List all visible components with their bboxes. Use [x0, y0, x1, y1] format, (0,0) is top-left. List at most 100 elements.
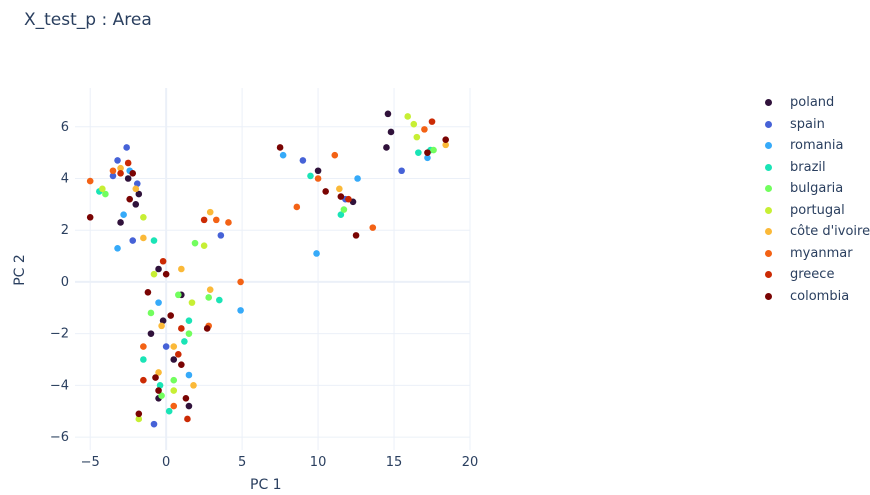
legend-label: myanmar — [790, 245, 853, 261]
point-colombia — [162, 270, 170, 278]
point-poland — [314, 167, 322, 175]
y-tick-label: 0 — [61, 275, 69, 290]
point-portugal — [200, 242, 208, 250]
legend-label: spain — [790, 116, 825, 132]
point-poland — [384, 110, 392, 118]
legend-label: portugal — [790, 202, 845, 218]
point-romania — [185, 371, 193, 379]
point-spain — [299, 157, 307, 164]
point-greece — [184, 415, 191, 423]
legend-marker — [765, 292, 772, 300]
legend-label: poland — [790, 95, 835, 111]
point-myanmar — [140, 343, 147, 350]
point-portugal — [150, 270, 158, 278]
legend-item-greece[interactable]: greece — [762, 264, 870, 286]
point-myanmar — [109, 167, 117, 175]
point-c-te-d-ivoire — [336, 185, 343, 193]
point-colombia — [182, 394, 190, 402]
point-brazil — [337, 211, 345, 218]
point-poland — [155, 265, 162, 273]
point-greece — [124, 159, 132, 167]
legend-marker — [765, 99, 772, 107]
point-c-te-d-ivoire — [206, 208, 214, 216]
point-bulgaria — [175, 291, 182, 299]
legend-marker — [765, 271, 772, 279]
point-c-te-d-ivoire — [178, 265, 185, 273]
legend-item-bulgaria[interactable]: bulgaria — [762, 178, 870, 200]
x-tick-label: −5 — [81, 455, 100, 470]
point-brazil — [307, 172, 314, 180]
point-colombia — [337, 193, 345, 200]
legend-item-spain[interactable]: spain — [762, 114, 870, 136]
point-bulgaria — [147, 309, 155, 317]
legend-item-c-te-d-ivoire[interactable]: côte d'ivoire — [762, 221, 870, 243]
point-brazil — [185, 317, 193, 325]
point-portugal — [404, 113, 412, 120]
point-poland — [170, 356, 178, 363]
point-bulgaria — [430, 146, 437, 154]
point-poland — [147, 330, 155, 337]
legend-label: colombia — [790, 288, 850, 304]
point-colombia — [126, 195, 133, 203]
point-portugal — [99, 185, 106, 193]
legend-label: greece — [790, 267, 835, 283]
point-spain — [150, 420, 158, 428]
x-tick-label: 10 — [310, 455, 327, 470]
point-colombia — [155, 387, 162, 394]
legend-item-colombia[interactable]: colombia — [762, 286, 870, 308]
point-c-te-d-ivoire — [190, 382, 197, 389]
y-tick-label: −4 — [50, 378, 69, 393]
point-c-te-d-ivoire — [170, 343, 178, 350]
point-spain — [217, 232, 225, 239]
point-myanmar — [170, 402, 178, 410]
point-portugal — [135, 415, 143, 423]
legend-item-poland[interactable]: poland — [762, 92, 870, 114]
point-romania — [313, 250, 320, 257]
point-myanmar — [293, 203, 301, 211]
legend-item-myanmar[interactable]: myanmar — [762, 243, 870, 265]
point-romania — [424, 154, 431, 162]
point-brazil — [156, 382, 164, 389]
point-portugal — [188, 299, 196, 306]
point-brazil — [181, 338, 188, 345]
point-myanmar — [314, 175, 322, 182]
point-spain — [162, 343, 170, 350]
legend-label: bulgaria — [790, 181, 844, 197]
y-axis-title: PC 2 — [12, 254, 28, 286]
point-poland — [387, 128, 395, 136]
point-poland — [135, 190, 143, 198]
point-myanmar — [225, 219, 232, 226]
legend-item-brazil[interactable]: brazil — [762, 157, 870, 179]
point-portugal — [140, 213, 147, 221]
point-myanmar — [421, 126, 428, 133]
legend-marker — [765, 249, 772, 257]
point-myanmar — [237, 278, 244, 286]
point-bulgaria — [102, 190, 109, 198]
x-axis-title: PC 1 — [250, 477, 282, 493]
point-poland — [124, 175, 132, 182]
legend-item-romania[interactable]: romania — [762, 135, 870, 157]
point-greece — [175, 351, 182, 358]
point-colombia — [276, 144, 284, 151]
point-colombia — [167, 312, 175, 319]
point-greece — [428, 118, 436, 125]
point-greece — [345, 195, 352, 203]
point-myanmar — [331, 151, 339, 159]
point-poland — [383, 144, 390, 151]
legend[interactable]: poland spain romania brazil bulgaria portugal… — [762, 92, 870, 307]
point-colombia — [178, 361, 185, 368]
point-greece — [200, 216, 208, 224]
point-colombia — [442, 136, 449, 144]
point-myanmar — [86, 177, 94, 185]
point-romania — [354, 175, 361, 182]
x-tick-label: 20 — [462, 455, 479, 470]
y-tick-label: 6 — [61, 120, 69, 135]
point-c-te-d-ivoire — [132, 185, 140, 193]
point-brazil — [165, 407, 173, 415]
point-poland — [185, 402, 193, 410]
point-c-te-d-ivoire — [206, 286, 214, 293]
legend-item-portugal[interactable]: portugal — [762, 200, 870, 222]
legend-marker — [765, 228, 772, 236]
point-brazil — [216, 296, 223, 304]
point-spain — [114, 157, 121, 164]
